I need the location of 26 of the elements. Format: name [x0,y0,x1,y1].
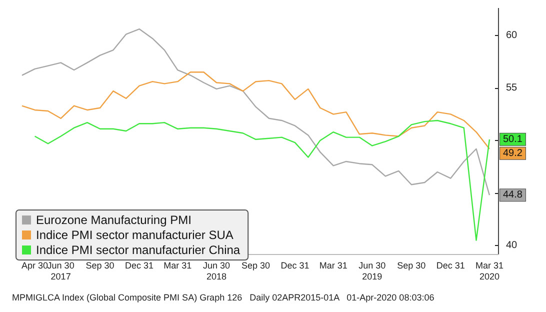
legend-label: Eurozone Manufacturing PMI [36,213,192,227]
x-tick-label: Mar 31 2020 [475,260,504,282]
x-tick-label: Jun 30 2017 [47,260,74,282]
annotation: 44.8 [503,190,523,201]
x-tick-label: Mar 31 [164,260,192,270]
y-tick-label: 55 [506,82,518,94]
legend-label: Indice PMI sector manufacturier SUA [36,228,234,242]
x-tick-label: Jun 30 2019 [358,260,386,282]
x-tick-label: Dec 31 [125,260,154,270]
x-tick-label: Jun 30 2018 [202,260,230,282]
annotation: 50.1 [503,134,523,145]
line-series [34,120,490,241]
text: MPMIGLCA Index (Global Composite PMI SA) Graph 126 Daily 02APR2015-01A 01-Apr-2020 08:03:06 [12,292,434,302]
annotation: 49.2 [503,148,523,159]
x-tick-label: Mar 31 [319,260,348,270]
y-tick-label: 60 [506,30,518,41]
x-tick-label: Sep 30 [241,260,270,270]
line-series [21,28,490,196]
y-tick-label: 40 [506,240,518,252]
x-tick-label: Sep 30 [86,260,114,270]
legend-label: Indice PMI sector manufacturier China [36,243,240,257]
x-tick-label: Apr 30 [22,260,48,270]
line-series [21,72,490,150]
x-tick-label: Sep 30 [397,260,426,270]
x-tick-label: Dec 31 [280,260,310,270]
x-tick-label: Dec 31 [436,260,465,270]
